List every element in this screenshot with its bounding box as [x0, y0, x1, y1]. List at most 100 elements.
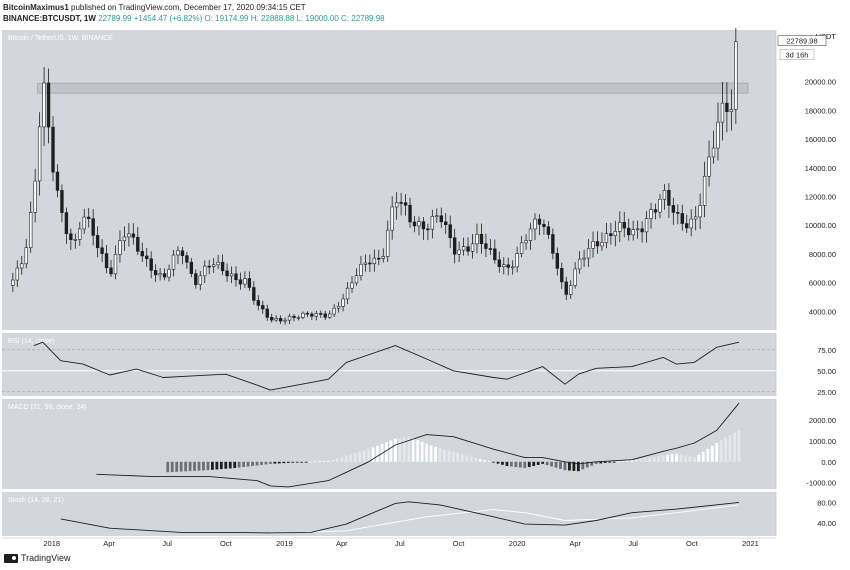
macd-histogram-bar — [456, 452, 460, 462]
candle-up — [354, 275, 359, 284]
macd-histogram-bar — [501, 461, 504, 465]
candle-down — [676, 212, 680, 214]
candle-down — [448, 224, 452, 239]
candle-down — [149, 258, 153, 271]
candle-down — [551, 234, 555, 254]
x-tick-label: Jul — [162, 539, 172, 548]
candle-up — [301, 312, 305, 318]
candle-down — [64, 212, 69, 235]
macd-histogram-bar — [536, 461, 540, 465]
candle-down — [680, 213, 684, 224]
candle-up — [394, 202, 399, 208]
candle-down — [100, 247, 104, 254]
candle-down — [87, 216, 91, 219]
price-ytick: 12000.00 — [805, 193, 836, 202]
macd-histogram-bar — [407, 436, 411, 462]
candle-up — [430, 216, 435, 230]
resistance-zone — [37, 82, 749, 94]
rsi-pane-title: RSI (14, close) — [8, 338, 54, 345]
macd-histogram-bar — [487, 461, 491, 462]
macd-histogram-bar — [371, 447, 375, 462]
candle-up — [707, 156, 711, 177]
candle-up — [211, 264, 216, 267]
candle-down — [261, 305, 265, 310]
macd-histogram-bar — [554, 461, 558, 468]
candle-up — [283, 319, 287, 322]
candle-up — [631, 229, 635, 236]
candle-down — [319, 313, 323, 315]
price-axis-bg — [776, 30, 846, 330]
candle-down — [292, 315, 296, 318]
candle-up — [314, 313, 319, 317]
macd-histogram-bar — [492, 461, 495, 463]
candle-up — [390, 206, 394, 231]
symbol-header: BINANCE:BTCUSDT, 1W 22789.99 +1454.47 (+… — [3, 14, 385, 23]
macd-histogram-bar — [545, 461, 549, 466]
macd-histogram-bar — [300, 461, 304, 463]
candle-down — [270, 317, 274, 321]
candle-up — [372, 257, 377, 265]
candle-down — [153, 270, 158, 276]
macd-histogram-bar — [719, 440, 723, 462]
macd-histogram-bar — [639, 458, 643, 462]
macd-histogram-bar — [527, 461, 531, 468]
macd-histogram-bar — [340, 456, 344, 462]
candle-down — [609, 233, 613, 237]
candle-up — [511, 266, 515, 269]
stoch-ytick: 80.00 — [817, 498, 836, 507]
candle-up — [591, 241, 595, 249]
macd-histogram-bar — [465, 455, 469, 462]
x-tick-label: 2020 — [509, 539, 526, 548]
macd-histogram-bar — [670, 454, 674, 462]
macd-histogram-bar — [666, 454, 669, 462]
candle-up — [82, 216, 86, 230]
macd-histogram-bar — [291, 461, 295, 463]
macd-histogram-bar — [251, 461, 254, 466]
x-tick-label: Oct — [453, 539, 466, 548]
rsi-pane-bg — [2, 333, 776, 396]
candle-up — [350, 282, 354, 289]
candle-down — [403, 202, 408, 206]
candle-up — [698, 205, 702, 218]
macd-histogram-bar — [447, 450, 451, 462]
macd-pane-bg — [2, 399, 776, 489]
candle-up — [78, 228, 82, 240]
btc-weekly-chart[interactable]: Bitcoin / TetherUS, 1W, BINANCE 20000.00 1… — [0, 28, 850, 550]
macd-histogram-bar — [523, 461, 527, 469]
author-name[interactable]: BitcoinMaximus1 — [3, 3, 69, 12]
x-tick-label: 2021 — [742, 539, 759, 548]
macd-histogram-bar — [737, 430, 741, 462]
candle-up — [573, 268, 577, 286]
candle-down — [497, 259, 501, 268]
price-ytick: 18000.00 — [805, 106, 836, 115]
price-change: +1454.47 (+6.82%) — [133, 14, 203, 23]
macd-histogram-bar — [206, 461, 210, 471]
macd-histogram-bar — [358, 451, 362, 462]
candle-down — [466, 246, 470, 252]
macd-pane-title: MACD (21, 50, close, 24) — [8, 404, 87, 411]
x-tick-label: 2019 — [276, 539, 293, 548]
macd-histogram-bar — [697, 454, 701, 462]
candle-up — [716, 121, 720, 149]
macd-histogram-bar — [514, 461, 518, 468]
candle-down — [725, 102, 729, 113]
candle-up — [359, 263, 363, 277]
rsi-axis-bg — [776, 333, 846, 396]
candle-down — [537, 218, 542, 225]
macd-histogram-bar — [452, 451, 455, 462]
last-price-label: 22789.98 — [786, 37, 817, 46]
x-tick-label: Oct — [220, 539, 233, 548]
candle-down — [51, 126, 55, 173]
macd-histogram-bar — [594, 461, 598, 464]
candle-down — [640, 228, 644, 233]
candle-down — [180, 250, 185, 256]
macd-histogram-bar — [389, 440, 393, 462]
price-ytick: 16000.00 — [805, 135, 836, 144]
stoch-pane-title: Stoch (14, 28, 21) — [8, 497, 64, 504]
macd-histogram-bar — [581, 461, 585, 470]
candle-up — [519, 242, 524, 254]
tradingview-footer[interactable]: TradingView — [4, 553, 71, 563]
macd-histogram-bar — [335, 458, 339, 462]
candle-up — [528, 228, 533, 241]
macd-histogram-bar — [733, 432, 736, 462]
